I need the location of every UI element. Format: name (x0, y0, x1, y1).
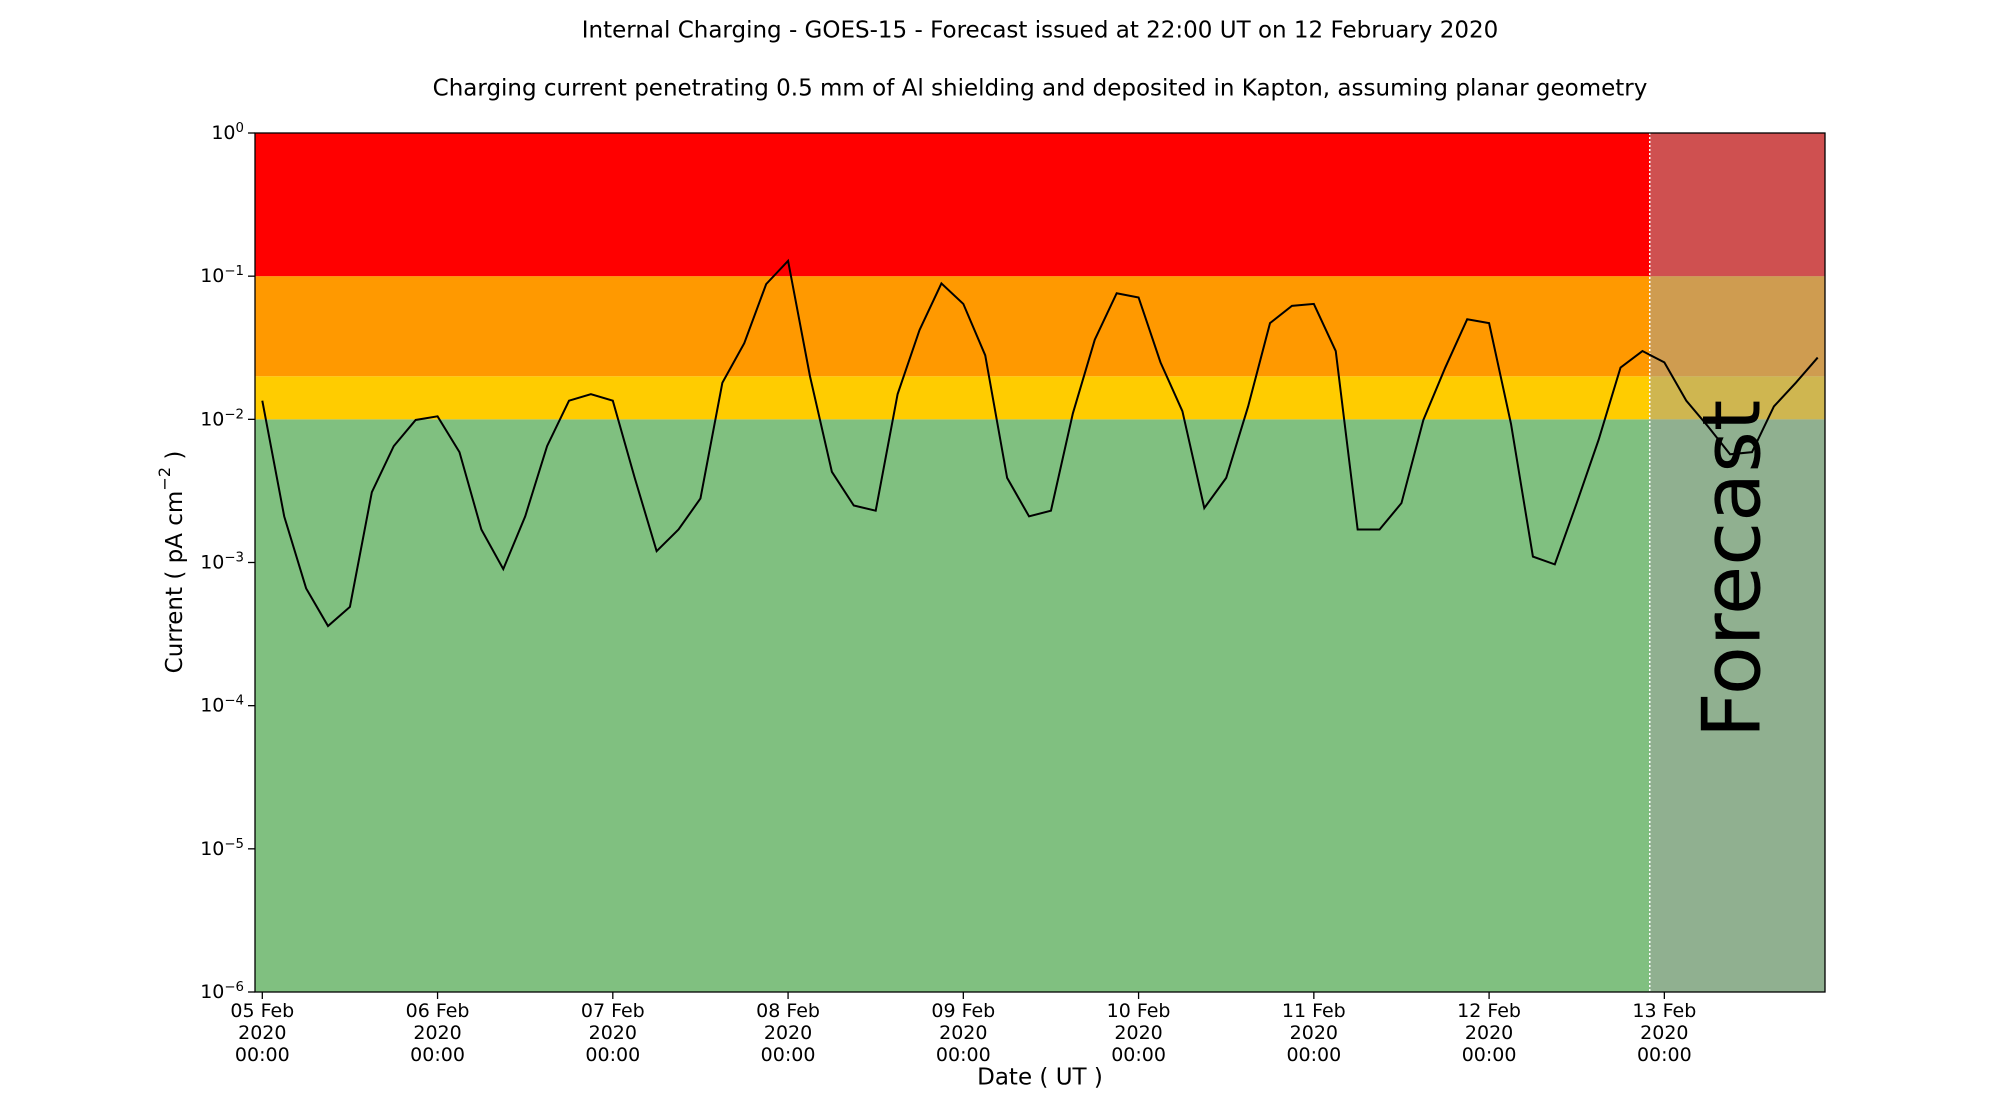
x-tick-label: 09 Feb 2020 00:00 (931, 1000, 996, 1066)
y-tick-label: 10−5 (200, 836, 244, 860)
y-axis-label: Current ( pA cm−2 ) (155, 451, 188, 674)
y-tick-label: 10−6 (200, 980, 244, 1004)
x-tick-label: 07 Feb 2020 00:00 (580, 1000, 645, 1066)
y-tick-label: 10−2 (200, 407, 244, 431)
x-tick-label: 06 Feb 2020 00:00 (405, 1000, 470, 1066)
x-tick-label: 08 Feb 2020 00:00 (756, 1000, 820, 1066)
chart-title: Internal Charging - GOES-15 - Forecast i… (582, 18, 1499, 44)
y-tick-label: 10−1 (200, 264, 244, 288)
data-line (261, 258, 1819, 628)
x-tick-label: 05 Feb 2020 00:00 (230, 1000, 295, 1066)
x-tick-label: 10 Feb 2020 00:00 (1106, 1000, 1171, 1066)
threshold-band (255, 133, 1825, 277)
threshold-band (255, 276, 1825, 377)
forecast-region (1649, 133, 1825, 992)
y-tick-label: 100 (211, 121, 244, 145)
x-axis-label: Date ( UT ) (977, 1065, 1103, 1091)
y-tick-label: 10−4 (200, 693, 244, 717)
y-tick-label: 10−3 (200, 550, 244, 574)
chart-subtitle: Charging current penetrating 0.5 mm of A… (433, 76, 1648, 102)
x-tick-label: 13 Feb 2020 00:00 (1632, 1000, 1697, 1066)
forecast-label: Forecast (1685, 400, 1778, 739)
x-tick-label: 11 Feb 2020 00:00 (1281, 1000, 1346, 1066)
x-tick-label: 12 Feb 2020 00:00 (1457, 1000, 1521, 1066)
threshold-band (255, 419, 1825, 992)
threshold-band (255, 376, 1825, 420)
